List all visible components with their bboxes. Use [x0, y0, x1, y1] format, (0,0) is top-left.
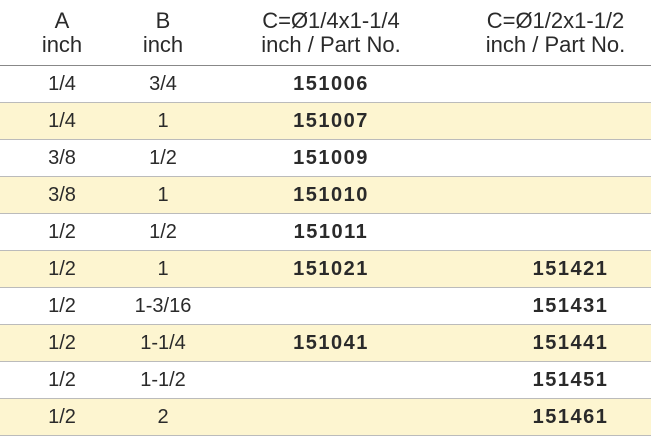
header-d-unit: inch / Part No.: [485, 31, 626, 57]
table-row: 1/4 3/4 151006: [0, 65, 651, 103]
dimension-b-cell: 2: [124, 398, 202, 436]
dimension-b-cell: 1-1/2: [124, 361, 202, 399]
part-number-cell: 151461: [460, 398, 651, 436]
part-number-cell: 151041: [202, 324, 460, 362]
part-number-cell: 151431: [460, 287, 651, 325]
dimension-b-cell: 1: [124, 102, 202, 140]
header-c-unit: inch / Part No.: [261, 31, 401, 57]
dimension-b-cell: 3/4: [124, 65, 202, 103]
part-number-cell: 151011: [202, 213, 460, 251]
dimension-a-cell: 1/2: [0, 250, 124, 288]
part-number-cell: [202, 287, 460, 325]
header-a-label: A: [54, 7, 70, 33]
header-d: C=Ø1/2x1-1/2 inch / Part No.: [460, 0, 651, 66]
dimension-a-cell: 1/2: [0, 361, 124, 399]
dimension-a-cell: 1/4: [0, 65, 124, 103]
part-number-cell: [460, 213, 651, 251]
table-row: 1/2 1-1/2 151451: [0, 361, 651, 399]
table-row: 1/2 1-3/16 151431: [0, 287, 651, 325]
dimension-b-cell: 1/2: [124, 213, 202, 251]
dimension-b-cell: 1-1/4: [124, 324, 202, 362]
dimension-a-cell: 3/8: [0, 139, 124, 177]
dimension-b-cell: 1: [124, 176, 202, 214]
header-c-label: C=Ø1/4x1-1/4: [262, 7, 400, 33]
part-number-cell: 151009: [202, 139, 460, 177]
header-b-label: B: [155, 7, 171, 33]
table-row: 1/2 2 151461: [0, 398, 651, 436]
dimension-a-cell: 3/8: [0, 176, 124, 214]
part-number-cell: [460, 102, 651, 140]
dimension-a-cell: 1/2: [0, 324, 124, 362]
dimension-a-cell: 1/2: [0, 287, 124, 325]
table-row: 3/8 1/2 151009: [0, 139, 651, 177]
part-number-cell: 151006: [202, 65, 460, 103]
part-number-cell: [202, 361, 460, 399]
table-row: 1/2 1 151021 151421: [0, 250, 651, 288]
dimension-b-cell: 1: [124, 250, 202, 288]
table-row: 1/4 1 151007: [0, 102, 651, 140]
table-row: 1/2 1-1/4 151041 151441: [0, 324, 651, 362]
part-number-cell: 151007: [202, 102, 460, 140]
part-number-cell: 151451: [460, 361, 651, 399]
dimension-a-cell: 1/2: [0, 398, 124, 436]
part-number-cell: [460, 139, 651, 177]
dimension-b-cell: 1/2: [124, 139, 202, 177]
header-d-label: C=Ø1/2x1-1/2: [486, 7, 625, 33]
part-number-cell: 151021: [202, 250, 460, 288]
part-number-cell: 151421: [460, 250, 651, 288]
table-row: 3/8 1 151010: [0, 176, 651, 214]
part-number-cell: 151441: [460, 324, 651, 362]
dimension-a-cell: 1/4: [0, 102, 124, 140]
part-number-cell: [202, 398, 460, 436]
header-b-unit: inch: [142, 31, 184, 57]
part-number-cell: 151010: [202, 176, 460, 214]
table-row: 1/2 1/2 151011: [0, 213, 651, 251]
header-a-unit: inch: [41, 31, 83, 57]
dimension-b-cell: 1-3/16: [124, 287, 202, 325]
part-number-cell: [460, 176, 651, 214]
header-c: C=Ø1/4x1-1/4 inch / Part No.: [202, 0, 460, 66]
part-number-cell: [460, 65, 651, 103]
dimension-a-cell: 1/2: [0, 213, 124, 251]
